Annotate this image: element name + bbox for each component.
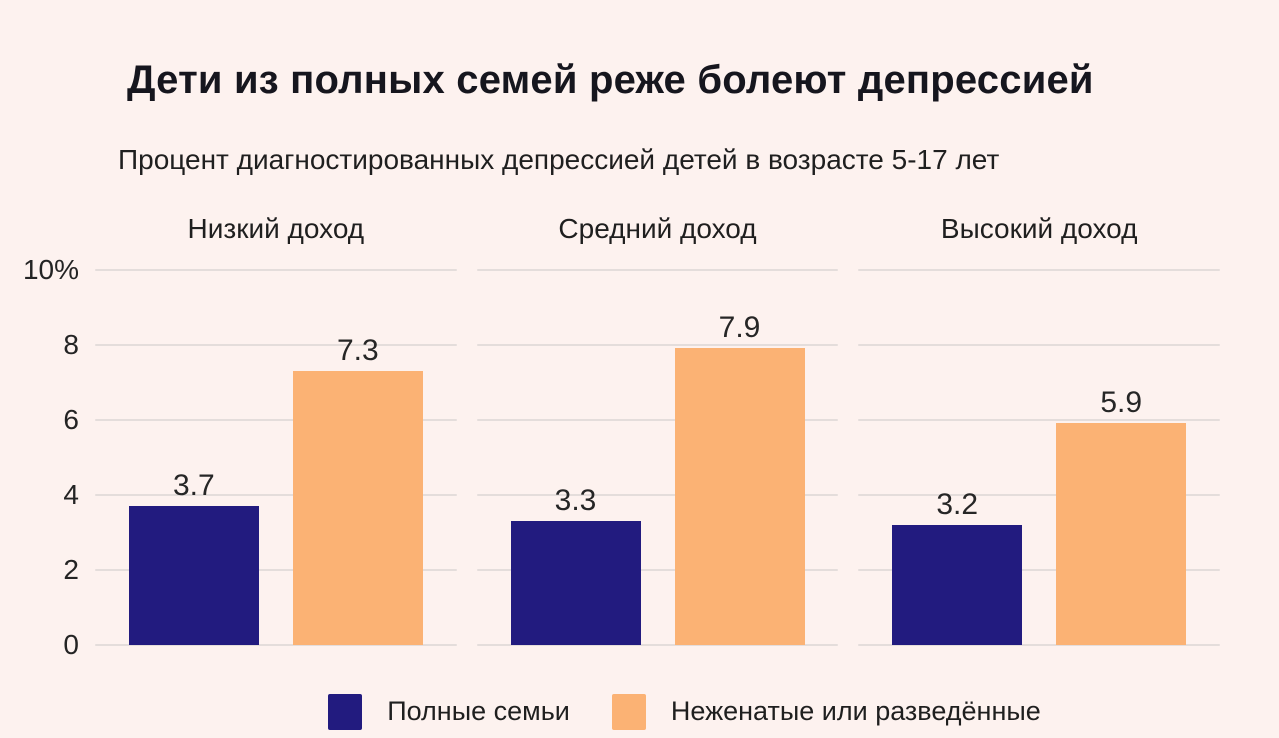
gridline	[858, 643, 1221, 646]
bar: 7.3	[292, 335, 423, 645]
bar-value-label: 3.3	[554, 483, 597, 517]
bar-chart: 10% 8 6 4 2 0 Низкий доход 3.7 7.3 Средний дох…	[0, 212, 1279, 660]
gridline	[95, 643, 457, 646]
bar: 5.9	[1056, 388, 1187, 645]
y-tick-label: 6	[63, 403, 79, 435]
plot-area-low-income: 3.7 7.3	[95, 268, 457, 646]
gridline	[858, 268, 1221, 271]
bar: 3.2	[892, 489, 1023, 645]
bar-value-label: 5.9	[1100, 386, 1143, 420]
y-tick-label: 2	[63, 553, 79, 585]
panel-low-income: Низкий доход 3.7 7.3	[95, 212, 457, 646]
bar: 3.3	[510, 485, 641, 645]
bar-group: 3.2 5.9	[858, 270, 1220, 645]
bar-value-label: 3.7	[172, 468, 215, 502]
gridline	[858, 493, 1221, 496]
bar-value-label: 3.2	[936, 487, 979, 521]
gridline	[476, 268, 839, 271]
plot-area-middle-income: 3.3 7.9	[476, 268, 839, 646]
gridline	[95, 493, 457, 496]
legend-swatch	[611, 693, 646, 730]
plot-area-high-income: 3.2 5.9	[858, 268, 1221, 646]
y-tick-label: 8	[63, 328, 79, 360]
gridline	[476, 493, 839, 496]
panel-high-income: Высокий доход 3.2 5.9	[858, 212, 1221, 646]
y-axis: 10% 8 6 4 2 0	[0, 254, 95, 660]
y-tick-label: 10%	[22, 253, 79, 285]
bar-group: 3.7 7.3	[95, 270, 457, 645]
gridline	[476, 643, 839, 646]
legend-swatch	[328, 693, 363, 730]
legend-label: Неженатые или разведённые	[670, 696, 1041, 727]
panels-row: Низкий доход 3.7 7.3 Средний доход 3.3 7.9…	[95, 212, 1221, 646]
gridline	[95, 268, 457, 271]
gridline	[858, 568, 1221, 571]
bar: 7.9	[674, 313, 805, 645]
legend: Полные семьи Неженатые или разведённые	[0, 693, 1279, 730]
panel-header-low-income: Низкий доход	[187, 212, 365, 244]
gridline	[858, 343, 1221, 346]
y-tick-label: 4	[63, 478, 79, 510]
chart-title: Дети из полных семей реже болеют депресс…	[127, 58, 1094, 102]
gridline	[476, 418, 839, 421]
panel-header-middle-income: Средний доход	[558, 212, 757, 244]
panel-header-high-income: Высокий доход	[940, 212, 1138, 244]
legend-item: Неженатые или разведённые	[611, 693, 1041, 730]
chart-subtitle: Процент диагностированных депрессией дет…	[118, 144, 1000, 175]
legend-item: Полные семьи	[328, 693, 570, 730]
bar-value-label: 7.3	[336, 333, 379, 367]
bar-group: 3.3 7.9	[477, 270, 839, 645]
gridline	[95, 568, 457, 571]
gridline	[858, 418, 1221, 421]
gridline	[476, 343, 839, 346]
y-tick-label: 0	[63, 628, 79, 660]
panel-middle-income: Средний доход 3.3 7.9	[476, 212, 839, 646]
gridline	[95, 343, 457, 346]
legend-label: Полные семьи	[387, 696, 570, 727]
gridline	[95, 418, 457, 421]
gridline	[476, 568, 839, 571]
bar: 3.7	[128, 470, 259, 645]
bar-value-label: 7.9	[718, 311, 761, 345]
